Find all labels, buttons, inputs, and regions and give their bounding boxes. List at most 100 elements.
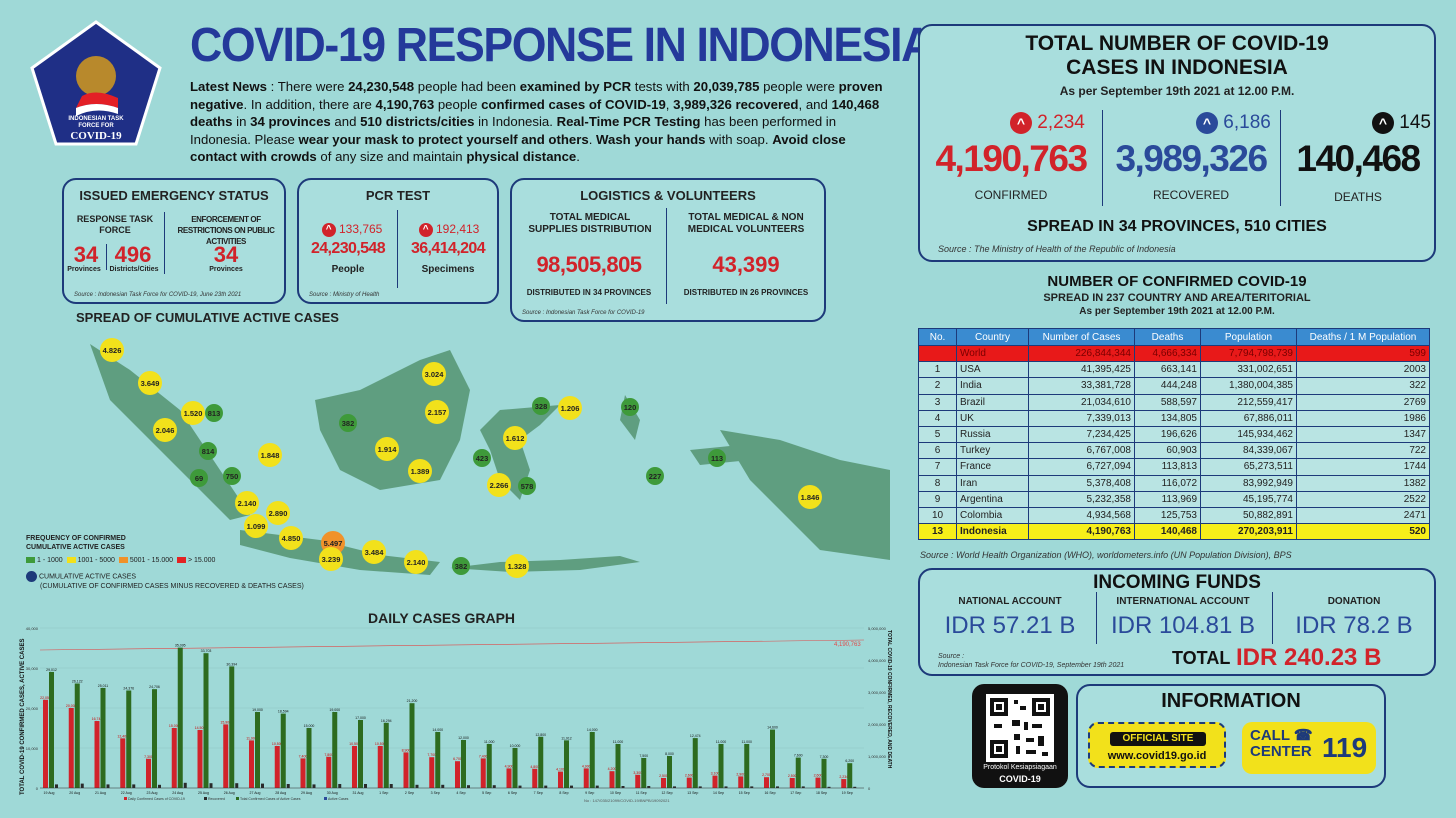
x-tick-label: 20 Aug <box>69 791 80 795</box>
table-cell: 83,992,949 <box>1200 474 1297 492</box>
confirmed-bar-label: 7,800 <box>324 753 333 757</box>
table-cell: 65,273,511 <box>1200 458 1297 476</box>
table-cell: 722 <box>1296 442 1430 460</box>
confirmed-bar-label: 7,300 <box>144 755 153 759</box>
confirmed-bar-label: 10,500 <box>349 742 360 746</box>
volunteers-value: 43,399 <box>712 252 780 277</box>
districts-label: Districts/Cities <box>109 266 159 273</box>
active-bar-label: 7,600 <box>794 754 803 758</box>
active-bar <box>203 653 209 788</box>
increase-arrow-icon: ^ <box>1010 112 1032 134</box>
x-tick-label: 19 Sep <box>842 791 853 795</box>
y-tick-label: 30,000 <box>26 666 39 671</box>
confirmed-bar-label: 2,500 <box>659 774 668 778</box>
recovered-label: RECOVERED <box>1152 188 1229 202</box>
legend-title-1: FREQUENCY OF CONFIRMED <box>26 535 126 542</box>
active-bar-label: 26,122 <box>72 680 83 684</box>
table-cell: 270,203,911 <box>1200 523 1297 541</box>
table-cell: 1347 <box>1296 425 1430 444</box>
emergency-title: ISSUED EMERGENCY STATUS <box>79 188 269 203</box>
table-row: 7 France 6,727,094 113,813 65,273,511 1744 <box>918 458 1430 476</box>
volunteers-note: DISTRIBUTED IN 26 PROVINCES <box>683 288 809 297</box>
deaths-increase: ^ 145 <box>1372 112 1431 134</box>
world-as-per: As per September 19th 2021 at 12.00 P.M. <box>1079 306 1275 317</box>
y2-tick-label: 5,000,000 <box>868 626 887 631</box>
confirmed-bar <box>506 768 512 788</box>
legend-swatch <box>124 797 127 800</box>
active-bar-label: 12,000 <box>458 736 469 740</box>
funds-total-label: TOTAL <box>1172 648 1231 668</box>
y-tick-label: 20,000 <box>26 706 39 711</box>
map-bubble: 113 <box>708 449 726 467</box>
confirmed-bar <box>377 746 383 788</box>
logistics-source: Source : Indonesian Task Force for COVID… <box>522 310 645 316</box>
map-bubble: 1.914 <box>375 437 399 461</box>
x-tick-label: 27 Aug <box>250 791 261 795</box>
recovered-bar <box>518 785 522 788</box>
totals-source: Source : The Ministry of Health of the R… <box>938 244 1176 254</box>
donation-label: DONATION <box>1327 596 1381 607</box>
cumulative-circle-icon <box>26 571 37 582</box>
recovered-bar <box>467 785 470 788</box>
x-tick-label: 1 Sep <box>379 791 388 795</box>
active-bar <box>821 758 827 788</box>
table-row: 2 India 33,381,728 444,248 1,380,004,385 322 <box>918 377 1430 395</box>
international-value: IDR 104.81 B <box>1110 612 1256 639</box>
x-tick-label: 30 Aug <box>327 791 338 795</box>
recovered-increase: ^ 6,186 <box>1196 112 1271 134</box>
active-bar-label: 12,474 <box>690 734 701 738</box>
confirmed-bar <box>223 724 229 788</box>
task-force-logo: INDONESIAN TASK FORCE FOR COVID-19 <box>28 18 164 150</box>
table-cell: 322 <box>1296 377 1430 395</box>
reference-line-label: 4,190,763 <box>834 642 861 648</box>
legend-swatch-yellow <box>66 557 76 564</box>
table-row: 4 UK 7,339,013 134,805 67,886,011 1986 <box>918 409 1430 427</box>
funds-total-value: IDR 240.23 B <box>1236 644 1382 671</box>
table-cell: 113,969 <box>1134 490 1201 508</box>
supplies-label: TOTAL MEDICAL SUPPLIES DISTRIBUTION <box>528 212 652 235</box>
map-bubble: 2.140 <box>235 491 259 515</box>
confirmed-bar-label: 4,900 <box>582 764 591 768</box>
pcr-test-panel: PCR TEST ^ 133,765 ^ 192,413 24,230,548 … <box>297 178 499 304</box>
national-label: NATIONAL ACCOUNT <box>958 596 1062 607</box>
confirmed-bar <box>146 758 151 788</box>
daily-cases-chart: 40,000 30,000 20,000 10,000 0 5,000,000 4,000,… <box>14 620 894 810</box>
legend-swatch-orange <box>118 557 128 564</box>
donation-value: IDR 78.2 B <box>1295 612 1413 639</box>
table-cell: 140,468 <box>1134 523 1201 541</box>
confirmed-bar <box>841 779 847 788</box>
funds-panel: INCOMING FUNDS NATIONAL ACCOUNT INTERNAT… <box>918 568 1436 676</box>
y2-axis-label: TOTAL COVID-19 CONFIRMED, RECOVERED, AND… <box>886 630 892 769</box>
confirmed-bar-label: 11,900 <box>246 736 256 740</box>
official-site-link[interactable]: OFFICIAL SITE www.covid19.go.id <box>1088 722 1226 768</box>
recovered-bar <box>801 786 805 788</box>
table-cell: 2 <box>918 377 957 395</box>
active-bar <box>100 687 106 788</box>
recovered-bar <box>286 784 290 788</box>
table-cell: 1744 <box>1296 458 1430 476</box>
active-bar-label: 7,300 <box>820 755 829 759</box>
active-bar-label: 14,000 <box>432 728 443 732</box>
deaths-value: 140,468 <box>1296 138 1421 179</box>
recovered-bar <box>80 783 84 788</box>
confirmed-bar <box>480 758 486 788</box>
active-bar-label: 24,376 <box>123 686 134 690</box>
restrictions-value: 34 <box>213 242 239 267</box>
table-cell: 116,072 <box>1134 474 1201 492</box>
supplies-note: DISTRIBUTED IN 34 PROVINCES <box>526 288 652 297</box>
confirmed-bar <box>635 774 641 788</box>
table-cell: 10 <box>918 506 957 525</box>
table-cell: 599 <box>1296 344 1430 363</box>
table-cell: 588,597 <box>1134 393 1201 411</box>
map-bubble: 2.046 <box>153 418 177 442</box>
call-center-button[interactable]: CALL ☎ CENTER 119 <box>1242 722 1376 774</box>
recovered-bar <box>312 784 316 788</box>
restrictions-label: ENFORCEMENT OF RESTRICTIONS ON PUBLIC AC… <box>177 215 275 246</box>
qr-code-card[interactable]: Protokol Kesiapsiagaan COVID-19 <box>972 684 1068 788</box>
active-bar <box>255 712 260 788</box>
recovered-bar <box>364 784 367 788</box>
map-bubble: 3.024 <box>422 362 446 386</box>
col-cases: Number of Cases <box>1028 328 1135 346</box>
active-bar <box>358 720 363 788</box>
x-tick-label: 31 Aug <box>353 791 364 795</box>
